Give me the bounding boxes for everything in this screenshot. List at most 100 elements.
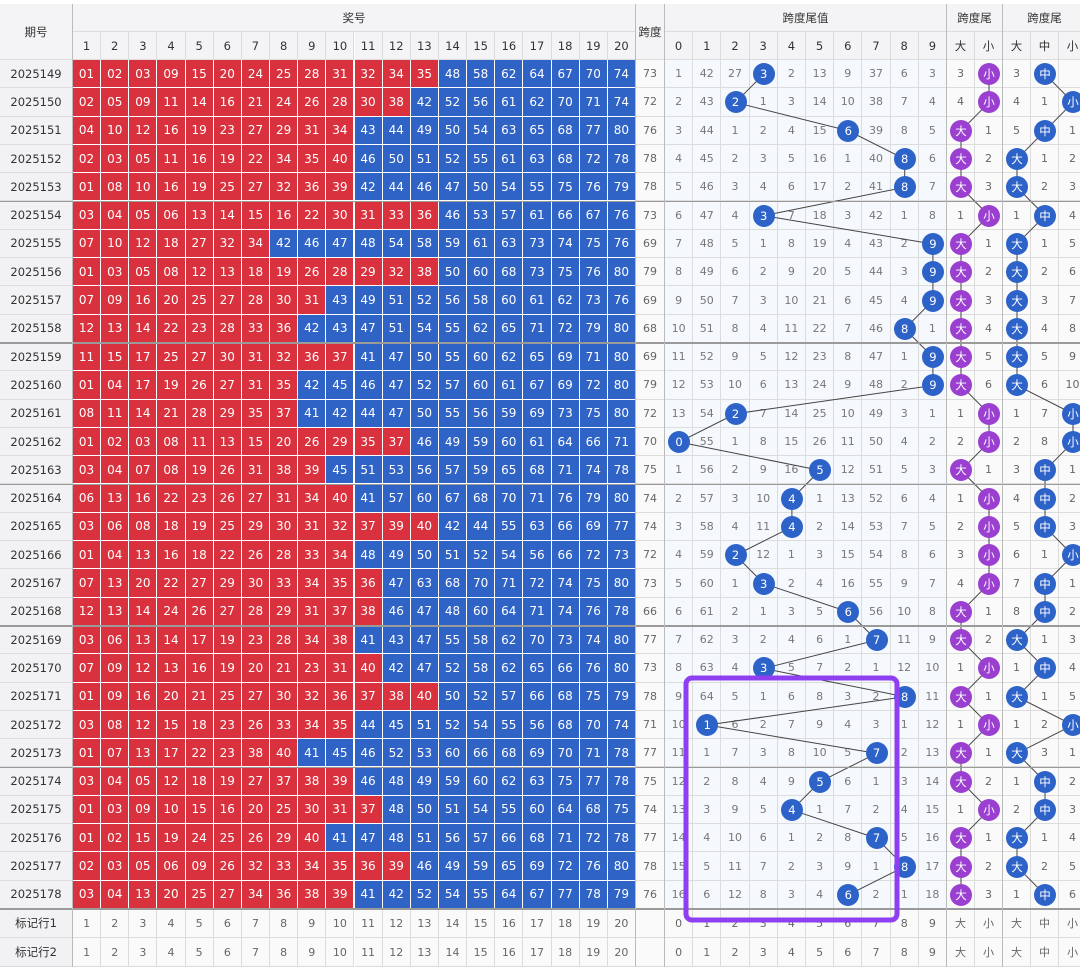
number-cell: 08 bbox=[157, 258, 186, 287]
tail-ball: 5 bbox=[809, 770, 832, 793]
size2-ball: 大 bbox=[950, 232, 972, 255]
tail-miss: 4 bbox=[749, 173, 778, 202]
issue: 2025154 bbox=[0, 201, 73, 230]
tail-miss: 8 bbox=[890, 116, 919, 145]
tail-miss: 7 bbox=[918, 173, 947, 202]
number-cell: 32 bbox=[213, 229, 242, 259]
number-cell: 31 bbox=[326, 60, 355, 89]
tail-ball: 8 bbox=[893, 855, 916, 878]
tail-miss: 2 bbox=[665, 88, 694, 117]
span: 79 bbox=[636, 258, 665, 287]
size2-ball: 大 bbox=[950, 346, 972, 369]
column-separator bbox=[72, 4, 73, 967]
size2-miss: 2 bbox=[975, 258, 1003, 287]
number-cell: 74 bbox=[607, 60, 636, 89]
tail-ball: 3 bbox=[752, 204, 775, 227]
number-cell: 10 bbox=[101, 116, 130, 145]
number-cell: 15 bbox=[185, 60, 214, 89]
number-cell: 46 bbox=[354, 144, 383, 174]
number-cell: 43 bbox=[354, 116, 383, 145]
issue: 2025157 bbox=[0, 286, 73, 315]
tail-miss: 41 bbox=[862, 173, 891, 202]
number-cell: 50 bbox=[438, 258, 468, 287]
size3-ball: 中 bbox=[1034, 883, 1056, 906]
tail-miss: 4 bbox=[834, 229, 863, 259]
number-cell: 05 bbox=[129, 201, 158, 230]
tail-ball: 9 bbox=[921, 261, 944, 284]
number-cell: 33 bbox=[382, 201, 411, 230]
number-cell: 13 bbox=[213, 258, 242, 287]
tail-miss: 4 bbox=[777, 116, 806, 145]
tail-miss: 2 bbox=[749, 116, 778, 145]
issue: 2025155 bbox=[0, 229, 73, 259]
size3-miss: 4 bbox=[1059, 201, 1080, 230]
number-cell: 72 bbox=[579, 144, 608, 174]
size2-ball: 小 bbox=[978, 714, 1000, 737]
header-size2-col: 大 bbox=[947, 32, 975, 60]
size2-ball: 小 bbox=[978, 63, 1000, 86]
number-cell: 16 bbox=[129, 286, 158, 315]
tail-miss: 20 bbox=[806, 258, 835, 287]
number-cell: 42 bbox=[410, 88, 439, 117]
size3-miss: 5 bbox=[1059, 229, 1080, 259]
header-number-col: 6 bbox=[213, 32, 242, 60]
number-cell: 48 bbox=[354, 229, 383, 259]
number-cell: 03 bbox=[73, 201, 102, 230]
size2-ball: 大 bbox=[950, 600, 972, 623]
tail-miss: 16 bbox=[806, 144, 835, 174]
number-cell: 32 bbox=[382, 258, 411, 287]
span: 73 bbox=[636, 201, 665, 230]
header-number-col: 10 bbox=[326, 32, 355, 60]
connector bbox=[763, 667, 905, 698]
number-cell: 67 bbox=[551, 60, 580, 89]
connector bbox=[763, 583, 849, 613]
number-cell: 01 bbox=[73, 258, 102, 287]
number-cell: 13 bbox=[185, 201, 214, 230]
size3-miss: 1 bbox=[1003, 201, 1031, 230]
number-cell: 52 bbox=[438, 144, 468, 174]
number-cell: 65 bbox=[523, 116, 552, 145]
size3-ball: 大 bbox=[1006, 176, 1028, 199]
number-cell: 14 bbox=[213, 201, 242, 230]
number-cell: 47 bbox=[438, 173, 468, 202]
size3-miss: 1 bbox=[1031, 88, 1059, 117]
size3-ball: 中 bbox=[1034, 798, 1056, 821]
size3-ball: 中 bbox=[1034, 63, 1056, 86]
number-cell: 24 bbox=[241, 60, 271, 89]
number-cell: 35 bbox=[298, 144, 327, 174]
number-cell: 76 bbox=[579, 258, 608, 287]
number-cell: 70 bbox=[579, 60, 608, 89]
header-size3: 跨度尾 bbox=[1003, 4, 1080, 32]
size3-ball: 中 bbox=[1034, 515, 1056, 538]
number-cell: 74 bbox=[551, 229, 580, 259]
number-cell: 54 bbox=[467, 116, 496, 145]
number-cell: 29 bbox=[270, 116, 299, 145]
header-size3-col: 中 bbox=[1031, 32, 1059, 60]
size3-miss: 1 bbox=[1031, 144, 1059, 174]
number-cell: 66 bbox=[551, 201, 580, 230]
size3-ball: 中 bbox=[1034, 487, 1056, 510]
size2-ball: 小 bbox=[978, 798, 1000, 821]
tail-miss: 5 bbox=[834, 258, 863, 287]
number-cell: 50 bbox=[438, 116, 468, 145]
number-cell: 16 bbox=[213, 88, 242, 117]
size3-ball: 中 bbox=[1034, 600, 1056, 623]
tail-miss: 6 bbox=[918, 144, 947, 174]
number-cell: 06 bbox=[157, 201, 186, 230]
size2-ball: 小 bbox=[978, 431, 1000, 454]
tail-miss: 2 bbox=[777, 60, 806, 89]
number-cell: 27 bbox=[241, 116, 271, 145]
size2-ball: 大 bbox=[950, 317, 972, 340]
tail-miss: 49 bbox=[693, 258, 722, 287]
footer-separator bbox=[0, 908, 1080, 910]
number-cell: 40 bbox=[326, 144, 355, 174]
connector bbox=[707, 696, 905, 726]
number-cell: 54 bbox=[495, 173, 524, 202]
number-cell: 10 bbox=[129, 173, 158, 202]
tail-miss: 17 bbox=[806, 173, 835, 202]
header-number-col: 19 bbox=[579, 32, 608, 60]
number-cell: 70 bbox=[551, 88, 580, 117]
size2-ball: 小 bbox=[978, 91, 1000, 114]
tail-miss: 5 bbox=[777, 144, 806, 174]
size3-miss: 3 bbox=[1003, 60, 1031, 89]
